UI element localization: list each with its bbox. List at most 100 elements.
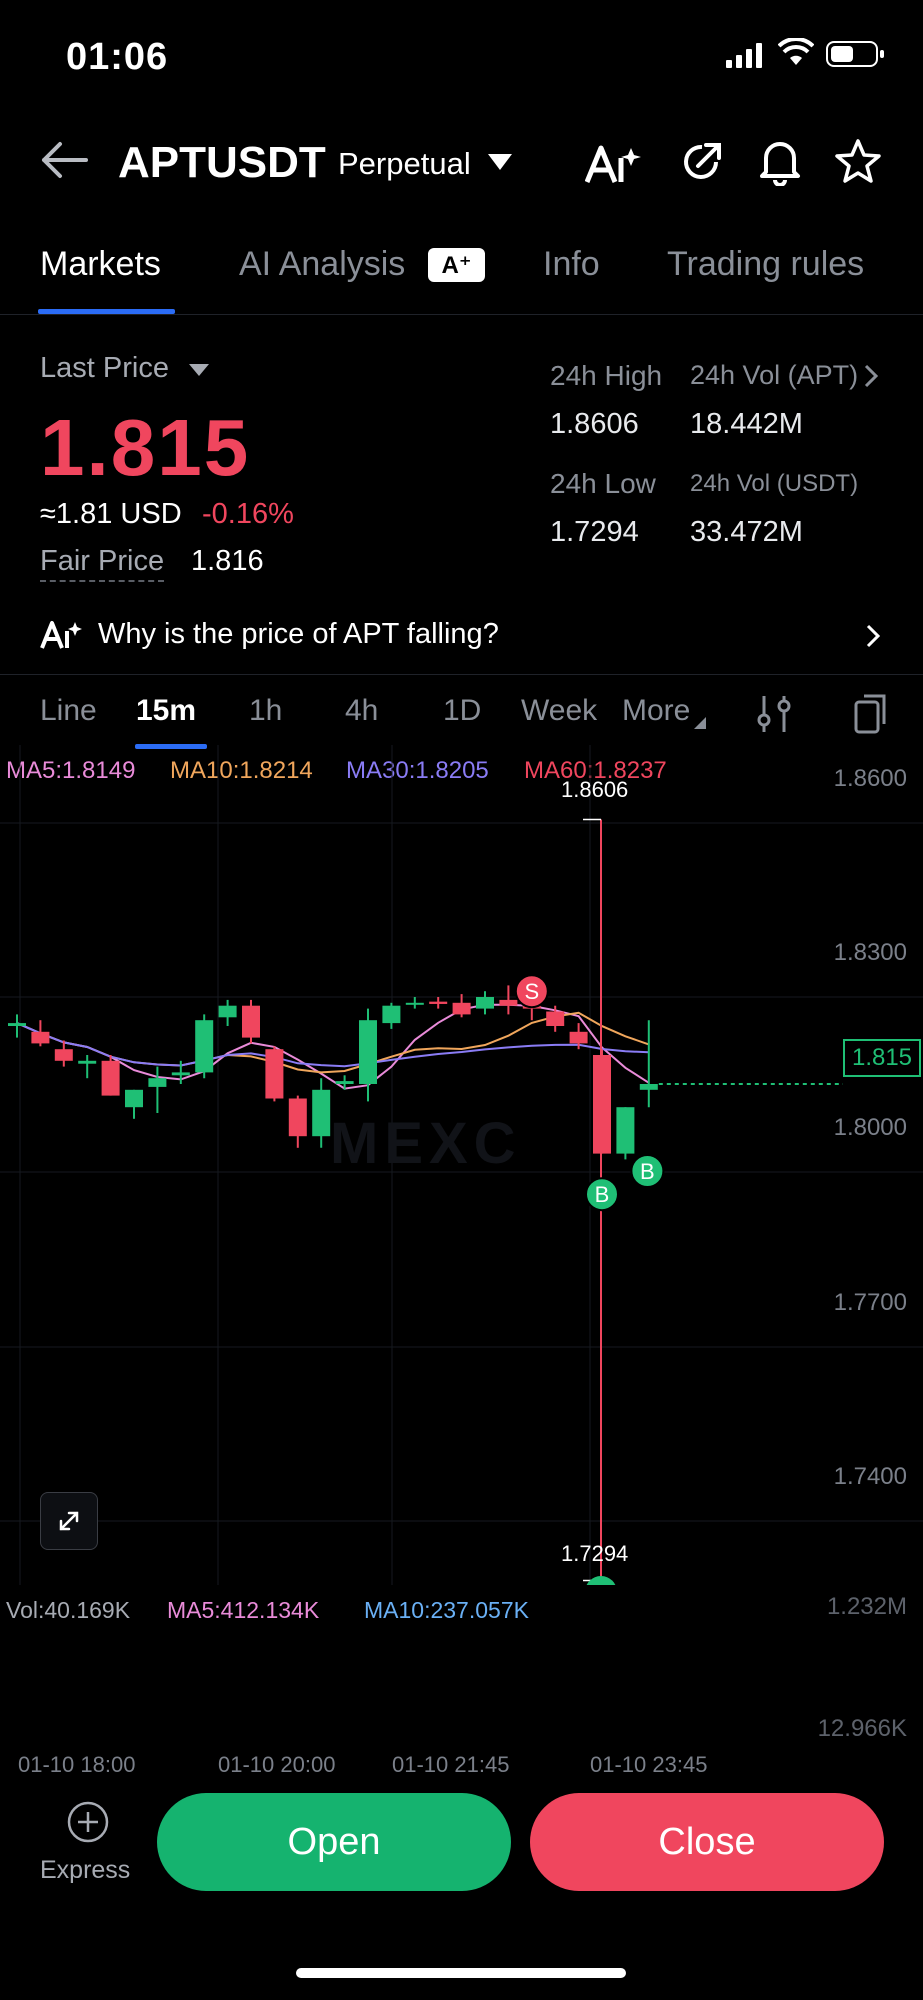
- contract-type[interactable]: Perpetual: [338, 146, 471, 181]
- more-caret-icon[interactable]: [694, 716, 706, 734]
- battery-icon: [826, 40, 886, 73]
- buy-marker: [585, 1177, 619, 1212]
- bell-icon[interactable]: [758, 138, 802, 191]
- high-value: 1.8606: [550, 408, 639, 440]
- candle-body: [148, 1078, 167, 1087]
- share-icon[interactable]: [680, 140, 724, 189]
- candle-body: [171, 1072, 190, 1076]
- express-label[interactable]: Express: [40, 1856, 131, 1884]
- vol-ma10-legend: MA10:237.057K: [364, 1597, 529, 1623]
- low-value: 1.7294: [550, 516, 639, 548]
- x-tick-2: 01-10 20:00: [218, 1752, 336, 1777]
- ma10-legend: MA10:1.8214: [170, 757, 313, 784]
- candlestick-chart[interactable]: S B B: [0, 745, 923, 1585]
- y-tick-2: 1.8300: [833, 939, 907, 966]
- tab-markets[interactable]: Markets: [40, 245, 161, 283]
- symbol-title[interactable]: APTUSDT: [118, 138, 326, 187]
- wifi-icon: [777, 36, 815, 73]
- current-price-tag: 1.815: [843, 1039, 921, 1077]
- vol-usdt-label: 24h Vol (USDT): [690, 470, 859, 497]
- candle-body: [546, 1011, 565, 1026]
- interval-15m[interactable]: 15m: [136, 694, 197, 727]
- last-price-label[interactable]: Last Price: [40, 352, 169, 384]
- vol-ma5-legend: MA5:412.134K: [167, 1597, 320, 1623]
- chevron-right-icon[interactable]: [864, 364, 879, 393]
- tab-trading-rules[interactable]: Trading rules: [667, 245, 865, 283]
- vol-axis-bottom: 12.966K: [817, 1715, 907, 1742]
- interval-4h[interactable]: 4h: [345, 694, 379, 727]
- y-tick-3: 1.8000: [833, 1114, 907, 1141]
- express-plus-icon[interactable]: [66, 1800, 110, 1849]
- fair-price-value: 1.816: [191, 545, 264, 577]
- buy-marker: [586, 1576, 616, 1585]
- y-tick-5: 1.7400: [833, 1463, 907, 1490]
- ai-question-chevron-icon[interactable]: [866, 624, 881, 653]
- candle-body: [569, 1031, 588, 1044]
- open-button[interactable]: Open: [157, 1793, 511, 1891]
- marker-label: B: [640, 1159, 655, 1184]
- interval-1d[interactable]: 1D: [443, 694, 482, 727]
- ai-divider: [0, 674, 923, 675]
- caret-down-icon[interactable]: [488, 154, 512, 177]
- interval-week[interactable]: Week: [521, 694, 598, 727]
- candle-body: [499, 999, 518, 1006]
- ai-icon[interactable]: [584, 144, 643, 189]
- vol-apt-label[interactable]: 24h Vol (APT): [690, 360, 859, 390]
- home-indicator: [296, 1968, 626, 1978]
- y-tick-4: 1.7700: [833, 1289, 907, 1316]
- candle-body: [195, 1020, 214, 1073]
- ma60-legend: MA60:1.8237: [524, 757, 667, 784]
- high-label: 24h High: [550, 360, 663, 391]
- star-icon[interactable]: [834, 138, 882, 189]
- candle-body: [405, 1002, 424, 1005]
- tab-info[interactable]: Info: [543, 245, 600, 283]
- low-marker: 1.7294: [561, 1541, 629, 1566]
- expand-icon: [59, 1511, 79, 1531]
- candle-body: [265, 1049, 284, 1099]
- last-price-caret-icon[interactable]: [189, 364, 209, 383]
- ai-badge: A⁺: [428, 248, 485, 282]
- candle-body: [359, 1020, 377, 1084]
- candle-body: [242, 1005, 260, 1038]
- back-arrow-icon[interactable]: [38, 140, 88, 185]
- active-tab-indicator: [38, 309, 175, 314]
- buy-marker: [630, 1154, 665, 1188]
- x-tick-4: 01-10 23:45: [590, 1752, 708, 1777]
- candle-body: [218, 1005, 237, 1018]
- high-marker: 1.8606: [561, 777, 629, 802]
- close-button[interactable]: Close: [530, 1793, 884, 1891]
- last-price-value: 1.815: [40, 403, 251, 492]
- marker-label: B: [595, 1182, 610, 1207]
- interval-indicator: [135, 744, 207, 749]
- ai-question[interactable]: Why is the price of APT falling?: [98, 618, 499, 650]
- candle-body: [335, 1081, 354, 1084]
- vol-legend: Vol:40.169K: [6, 1597, 131, 1623]
- signal-icon: [726, 42, 766, 73]
- fair-price-label[interactable]: Fair Price: [40, 545, 165, 582]
- y-tick-1: 1.8600: [833, 765, 907, 792]
- interval-1h[interactable]: 1h: [249, 694, 283, 727]
- candle-body: [31, 1031, 50, 1044]
- ma30-line: [16, 1022, 649, 1068]
- layout-icon[interactable]: [854, 694, 888, 739]
- vol-apt-value: 18.442M: [690, 408, 803, 440]
- candle-body: [78, 1060, 97, 1064]
- candle-body: [101, 1060, 120, 1096]
- candle-body: [8, 1023, 26, 1026]
- tab-ai-analysis[interactable]: AI Analysis: [239, 245, 406, 283]
- candle-body: [312, 1089, 331, 1137]
- ma5-line: [16, 1003, 650, 1090]
- interval-more[interactable]: More: [622, 694, 691, 727]
- tabs-divider: [0, 314, 923, 315]
- low-label: 24h Low: [550, 468, 656, 499]
- vol-axis-top: 1.232M: [826, 1593, 907, 1620]
- candle-body: [429, 1001, 448, 1004]
- indicator-settings-icon[interactable]: [756, 694, 792, 739]
- marker-label: S: [524, 979, 539, 1004]
- candle-body: [476, 997, 494, 1009]
- interval-line[interactable]: Line: [40, 694, 97, 727]
- fullscreen-button[interactable]: [40, 1492, 98, 1550]
- candle-body: [382, 1005, 401, 1024]
- candle-body: [452, 1002, 471, 1015]
- vol-usdt-value: 33.472M: [690, 516, 803, 548]
